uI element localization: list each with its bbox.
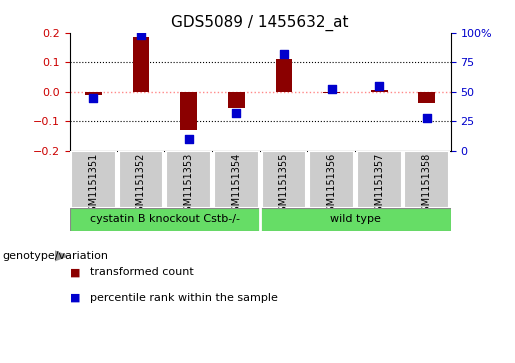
Bar bbox=[371, 90, 387, 91]
Point bbox=[137, 32, 145, 38]
Point bbox=[89, 95, 97, 101]
Text: GSM1151353: GSM1151353 bbox=[184, 152, 194, 217]
Bar bbox=[404, 151, 449, 208]
Point bbox=[184, 136, 193, 142]
Text: GSM1151357: GSM1151357 bbox=[374, 152, 384, 218]
Bar bbox=[419, 91, 435, 103]
Text: GSM1151355: GSM1151355 bbox=[279, 152, 289, 218]
Bar bbox=[133, 37, 149, 91]
Text: ■: ■ bbox=[70, 267, 80, 277]
Text: transformed count: transformed count bbox=[90, 267, 194, 277]
Text: genotype/variation: genotype/variation bbox=[3, 251, 109, 261]
Bar bbox=[214, 151, 259, 208]
Point bbox=[232, 110, 241, 116]
Text: cystatin B knockout Cstb-/-: cystatin B knockout Cstb-/- bbox=[90, 215, 240, 224]
Bar bbox=[118, 151, 163, 208]
Bar bbox=[323, 91, 340, 93]
Bar bbox=[309, 151, 354, 208]
Text: GSM1151352: GSM1151352 bbox=[136, 152, 146, 218]
Text: GSM1151351: GSM1151351 bbox=[89, 152, 98, 217]
Title: GDS5089 / 1455632_at: GDS5089 / 1455632_at bbox=[171, 15, 349, 31]
Bar bbox=[166, 151, 211, 208]
Bar bbox=[85, 91, 101, 95]
Polygon shape bbox=[55, 251, 67, 261]
Text: percentile rank within the sample: percentile rank within the sample bbox=[90, 293, 278, 303]
Point bbox=[280, 51, 288, 57]
Text: GSM1151354: GSM1151354 bbox=[231, 152, 241, 217]
Text: wild type: wild type bbox=[330, 215, 381, 224]
Bar bbox=[276, 59, 292, 91]
Point bbox=[423, 115, 431, 121]
Text: ■: ■ bbox=[70, 293, 80, 303]
Bar bbox=[180, 91, 197, 130]
Bar bbox=[71, 151, 116, 208]
Text: GSM1151356: GSM1151356 bbox=[327, 152, 336, 217]
Point bbox=[328, 86, 336, 92]
Point bbox=[375, 83, 383, 89]
Bar bbox=[357, 151, 402, 208]
Bar bbox=[262, 151, 306, 208]
Text: GSM1151358: GSM1151358 bbox=[422, 152, 432, 217]
Bar bbox=[228, 91, 245, 108]
